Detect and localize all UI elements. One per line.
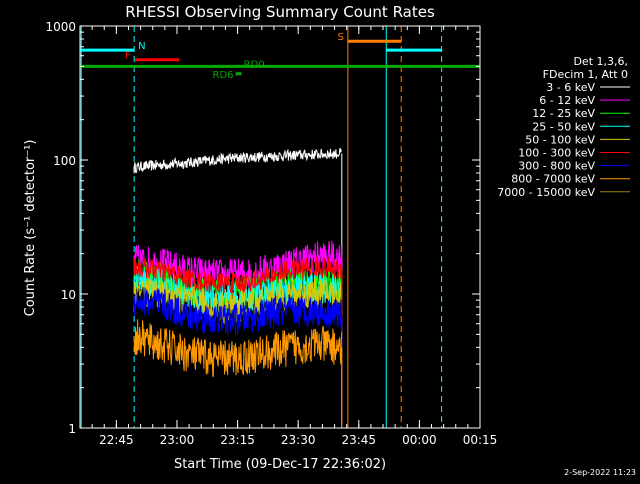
x-tick-label: 00:15 bbox=[463, 433, 498, 447]
series-line bbox=[133, 147, 343, 174]
plot-frame bbox=[79, 25, 481, 429]
flag-label: RD0 bbox=[244, 59, 265, 70]
legend-entry-label: 12 - 25 keV bbox=[532, 107, 595, 120]
x-tick-label: 00:00 bbox=[402, 433, 437, 447]
y-tick-label: 100 bbox=[53, 154, 76, 168]
y-tick-label: 1 bbox=[68, 422, 76, 436]
y-axis-label: Count Rate (s⁻¹ detector⁻¹) bbox=[23, 140, 38, 317]
series-line bbox=[133, 256, 343, 295]
footer-date: 2-Sep-2022 11:23 bbox=[564, 468, 636, 477]
x-tick-label: 23:30 bbox=[281, 433, 316, 447]
x-tick-label: 23:00 bbox=[160, 433, 195, 447]
series-line bbox=[133, 319, 343, 378]
flag-label: N bbox=[138, 41, 145, 52]
axes: 22:45 23:00 23:15 23:30 23:45 00:00 00:15 1 10 10… bbox=[45, 20, 497, 447]
plot-area: NF S RD0 RD6 bbox=[80, 26, 480, 428]
legend-entry-label: 6 - 12 keV bbox=[539, 94, 595, 107]
legend-entry-label: 800 - 7000 keV bbox=[511, 173, 595, 186]
flag-label: S bbox=[338, 32, 344, 43]
legend-header: FDecim 1, Att 0 bbox=[543, 68, 628, 81]
legend-entry-label: 50 - 100 keV bbox=[525, 133, 595, 146]
x-axis-label: Start Time (09-Dec-17 22:36:02) bbox=[174, 457, 386, 472]
x-tick-label: 23:45 bbox=[341, 433, 376, 447]
legend-entry-label: 100 - 300 keV bbox=[518, 147, 595, 160]
y-tick-label: 1000 bbox=[45, 20, 76, 34]
x-tick-label: 22:45 bbox=[99, 433, 134, 447]
chart-title: RHESSI Observing Summary Count Rates bbox=[125, 3, 435, 21]
legend-entry-label: 25 - 50 keV bbox=[532, 120, 595, 133]
legend-entry-label: 3 - 6 keV bbox=[546, 81, 595, 94]
series-line bbox=[133, 287, 343, 335]
x-tick-label: 23:15 bbox=[220, 433, 255, 447]
legend-entry-label: 7000 - 15000 keV bbox=[497, 186, 595, 199]
legend-header: Det 1,3,6, bbox=[573, 55, 628, 68]
legend-entry-label: 300 - 800 keV bbox=[518, 160, 595, 173]
flag-label: F bbox=[125, 51, 131, 62]
y-tick-label: 10 bbox=[61, 288, 76, 302]
flag-label: RD6 bbox=[213, 70, 234, 81]
